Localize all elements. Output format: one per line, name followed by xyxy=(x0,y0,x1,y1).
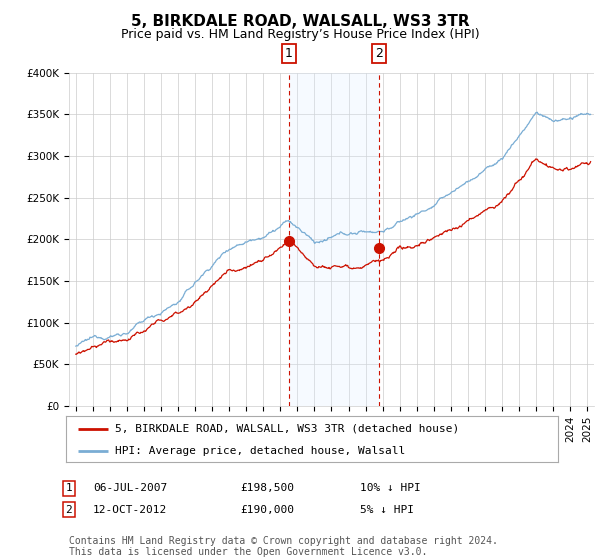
Text: 2: 2 xyxy=(375,47,383,60)
Text: £198,500: £198,500 xyxy=(240,483,294,493)
Text: Contains HM Land Registry data © Crown copyright and database right 2024.
This d: Contains HM Land Registry data © Crown c… xyxy=(69,535,498,557)
Text: HPI: Average price, detached house, Walsall: HPI: Average price, detached house, Wals… xyxy=(115,446,406,455)
Text: 06-JUL-2007: 06-JUL-2007 xyxy=(93,483,167,493)
Text: 2: 2 xyxy=(65,505,73,515)
Text: 12-OCT-2012: 12-OCT-2012 xyxy=(93,505,167,515)
Text: 1: 1 xyxy=(65,483,73,493)
Text: 10% ↓ HPI: 10% ↓ HPI xyxy=(360,483,421,493)
Text: 5, BIRKDALE ROAD, WALSALL, WS3 3TR (detached house): 5, BIRKDALE ROAD, WALSALL, WS3 3TR (deta… xyxy=(115,424,460,434)
Text: 5% ↓ HPI: 5% ↓ HPI xyxy=(360,505,414,515)
Text: 1: 1 xyxy=(285,47,293,60)
Text: 5, BIRKDALE ROAD, WALSALL, WS3 3TR: 5, BIRKDALE ROAD, WALSALL, WS3 3TR xyxy=(131,14,469,29)
Text: £190,000: £190,000 xyxy=(240,505,294,515)
Text: Price paid vs. HM Land Registry’s House Price Index (HPI): Price paid vs. HM Land Registry’s House … xyxy=(121,28,479,41)
Bar xyxy=(289,73,379,406)
